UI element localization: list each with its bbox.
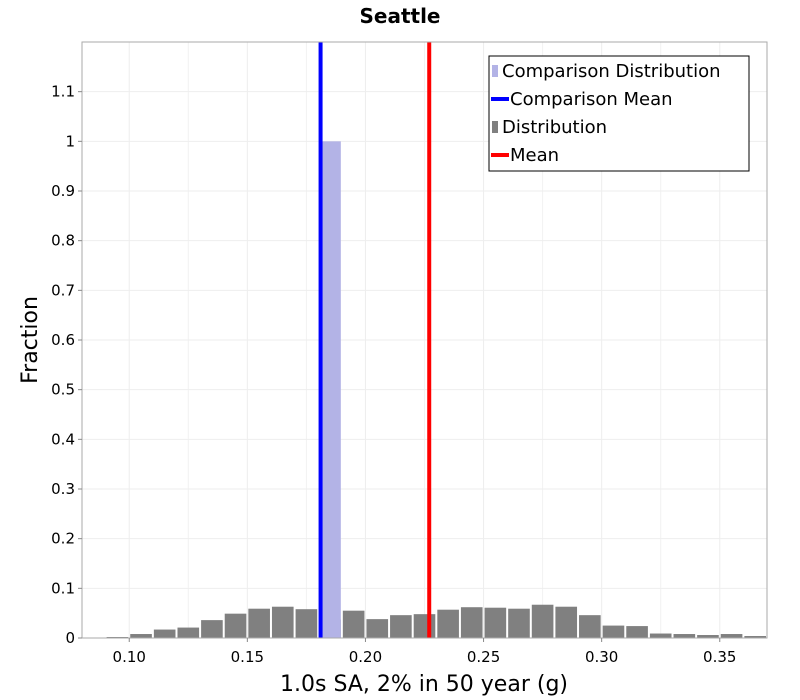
y-tick-label: 0.4 — [51, 430, 75, 448]
chart-title: Seattle — [359, 4, 440, 28]
distribution-bar — [744, 636, 766, 638]
x-tick-label: 0.25 — [467, 648, 500, 666]
distribution-bar — [342, 610, 365, 638]
x-tick-label: 0.10 — [113, 648, 146, 666]
distribution-bar — [531, 604, 554, 638]
mean-lines — [318, 42, 432, 638]
y-axis-label: Fraction — [18, 296, 43, 384]
distribution-bar — [460, 607, 483, 638]
y-axis-ticks: 0 0.1 0.2 0.3 0.4 0.5 0.6 0.7 0.8 0.9 1 1.1 — [51, 83, 82, 647]
distribution-bar — [177, 627, 200, 638]
distribution-bar — [413, 614, 436, 638]
distribution-bar — [508, 608, 530, 638]
distribution-bar — [437, 609, 459, 638]
legend-box — [488, 55, 750, 172]
comparison-distribution-bars — [319, 141, 341, 639]
comparison-distribution-bar — [319, 141, 341, 639]
legend-swatch — [492, 121, 498, 133]
distribution-bar — [153, 629, 176, 638]
y-tick-label: 0.9 — [51, 182, 75, 200]
x-tick-label: 0.30 — [585, 648, 618, 666]
y-tick-label: 0.5 — [51, 381, 75, 399]
distribution-bar — [579, 615, 601, 638]
distribution-bar — [248, 608, 270, 638]
x-tick-label: 0.20 — [349, 648, 382, 666]
distribution-bar — [224, 613, 247, 638]
distribution-bar — [366, 619, 389, 638]
y-tick-label: 0.7 — [51, 281, 75, 299]
y-tick-label: 0.8 — [51, 232, 75, 250]
distribution-bar — [130, 634, 152, 638]
legend-label: Comparison Distribution — [502, 61, 721, 82]
distribution-bar — [295, 609, 318, 638]
distribution-bar — [271, 606, 294, 638]
legend-label: Comparison Mean — [510, 89, 673, 110]
x-tick-label: 0.15 — [231, 648, 264, 666]
distribution-bar — [626, 626, 648, 638]
distribution-bar — [720, 634, 743, 638]
distribution-bar — [484, 607, 507, 638]
distribution-bar — [555, 606, 578, 638]
distribution-bar — [201, 620, 223, 638]
chart-legend: Comparison Distribution Comparison Mean Di… — [488, 55, 750, 172]
legend-label: Distribution — [502, 117, 607, 138]
distribution-bar — [649, 633, 672, 638]
x-tick-label: 0.35 — [703, 648, 736, 666]
y-tick-label: 1 — [65, 132, 75, 150]
x-axis-ticks: 0.10 0.15 0.20 0.25 0.30 0.35 — [113, 638, 736, 666]
y-tick-label: 1.1 — [51, 83, 75, 101]
distribution-bar — [390, 615, 412, 638]
x-axis-label: 1.0s SA, 2% in 50 year (g) — [280, 672, 568, 697]
y-tick-label: 0 — [65, 629, 75, 647]
distribution-bars — [106, 604, 766, 638]
y-tick-label: 0.2 — [51, 530, 75, 548]
distribution-bar — [602, 625, 625, 638]
distribution-bar — [697, 635, 719, 638]
y-tick-label: 0.3 — [51, 480, 75, 498]
legend-label: Mean — [510, 145, 559, 166]
legend-swatch — [492, 65, 498, 77]
y-tick-label: 0.1 — [51, 579, 75, 597]
distribution-bar — [673, 634, 696, 638]
y-tick-label: 0.6 — [51, 331, 75, 349]
